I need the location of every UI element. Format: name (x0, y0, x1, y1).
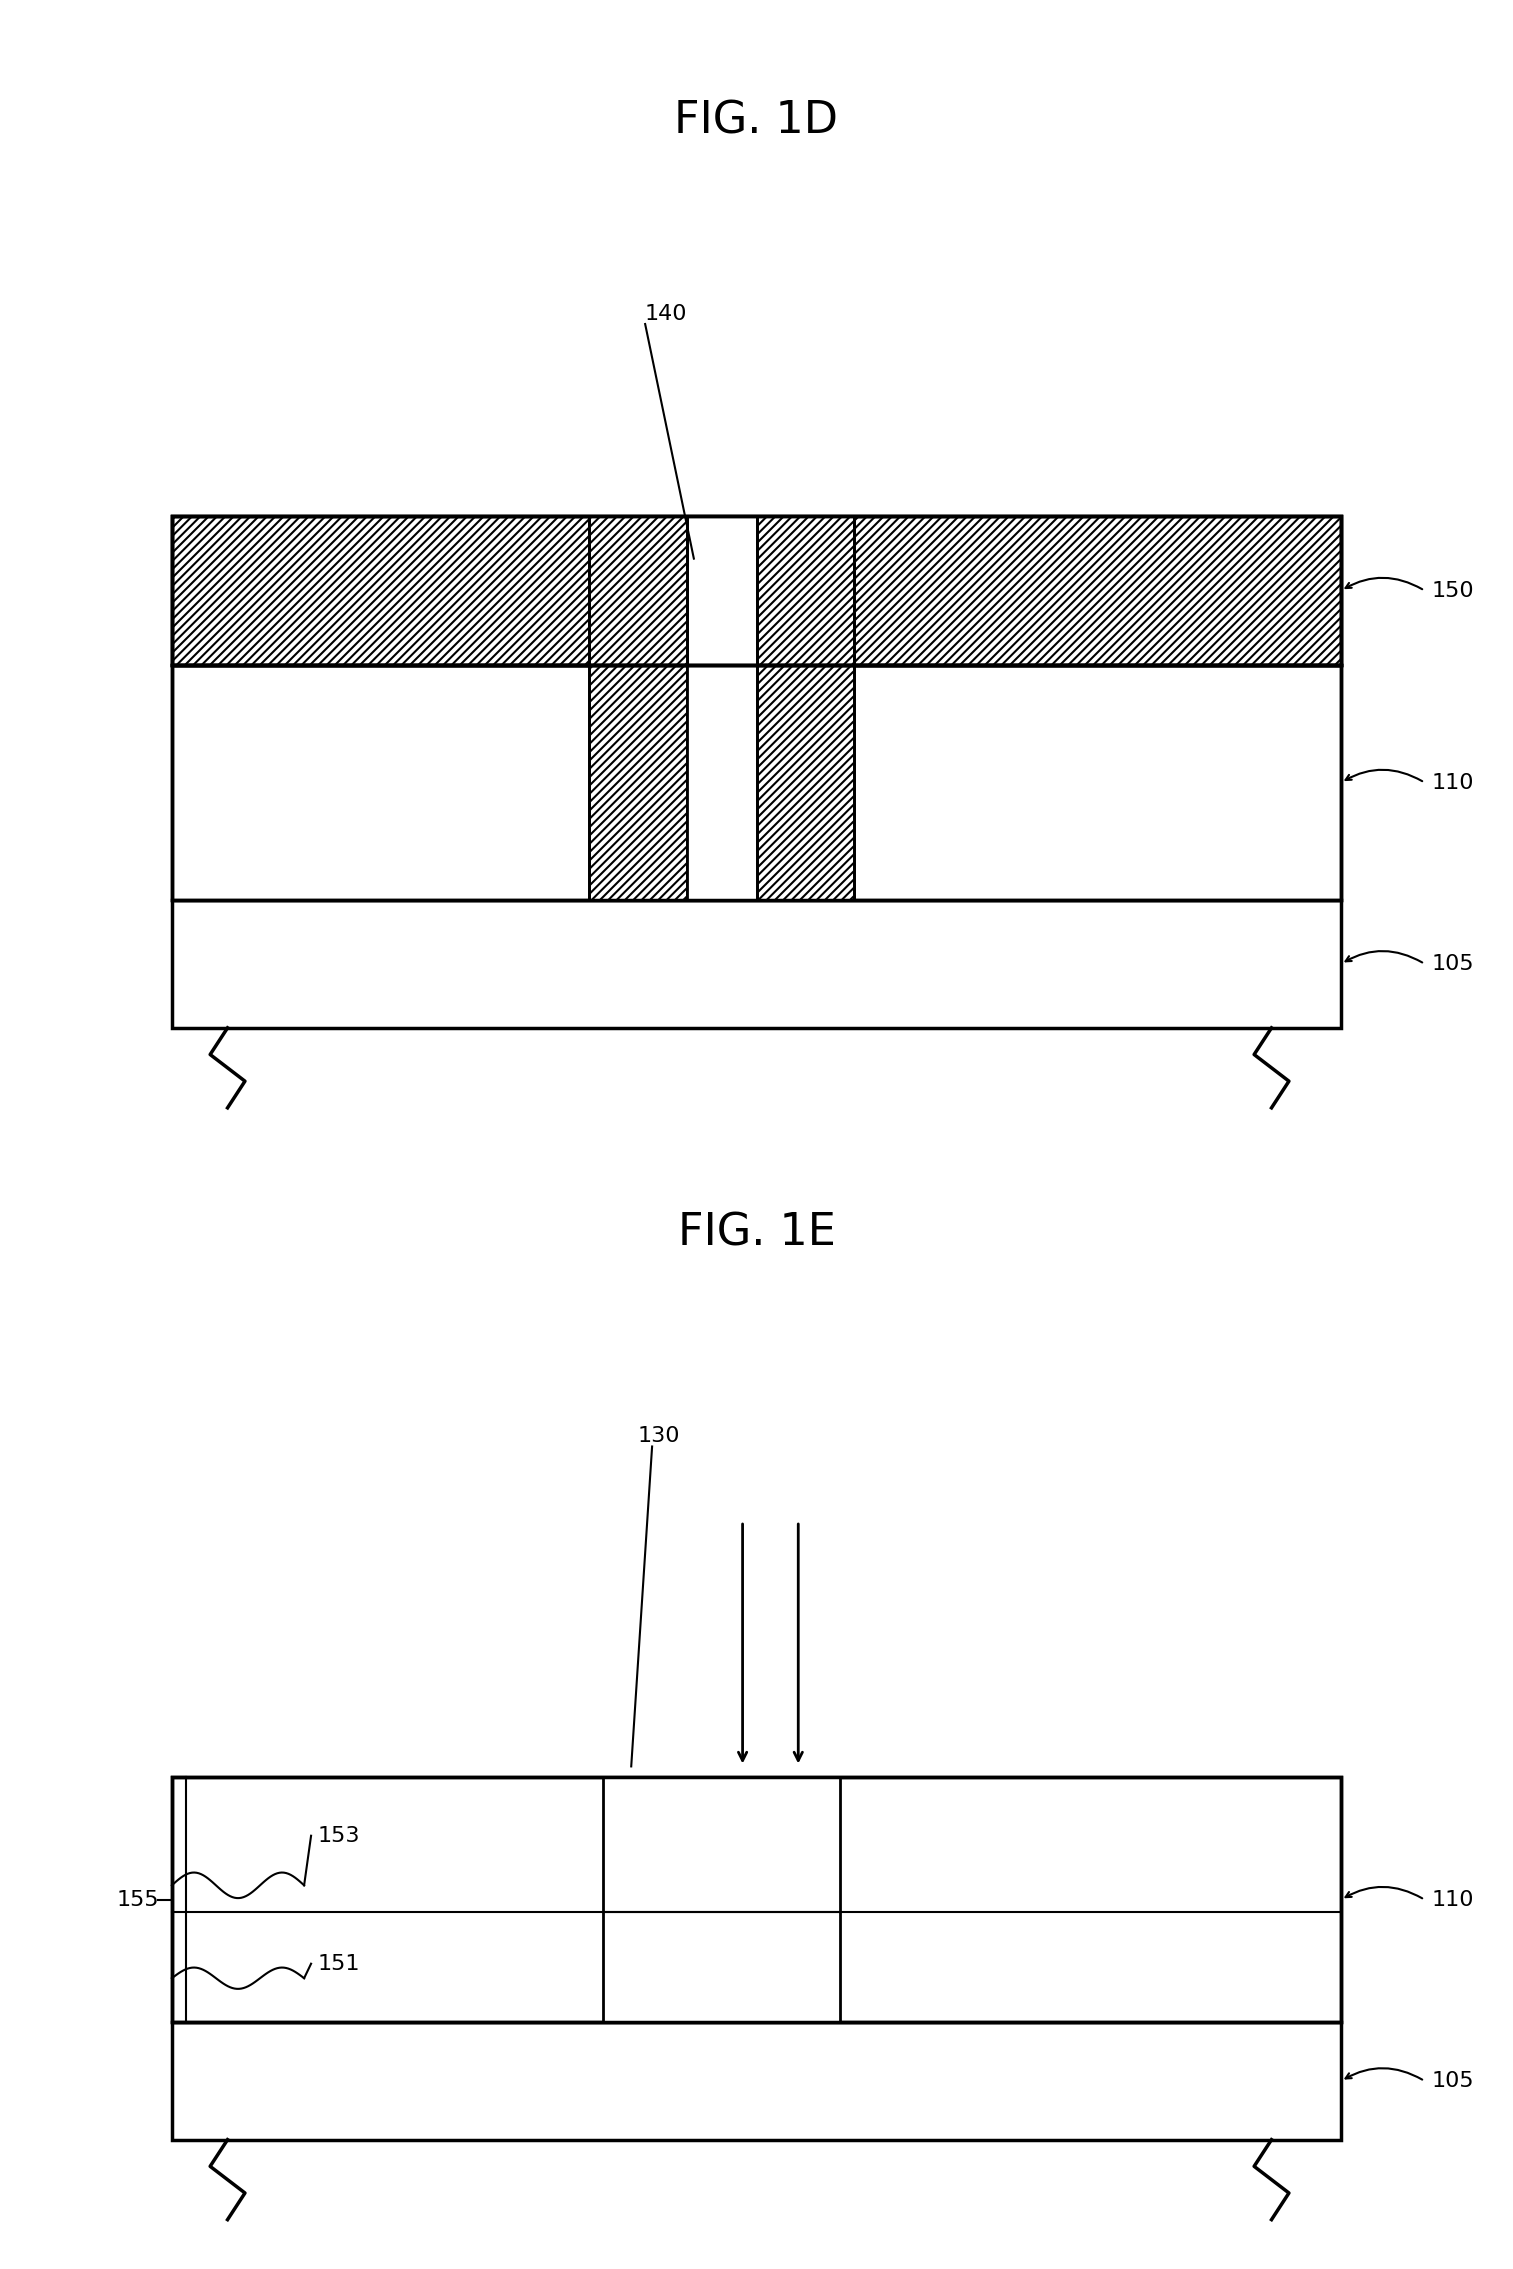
Bar (172, 1777, 1341, 2022)
Bar (604, 1777, 840, 1913)
Text: 153: 153 (318, 1827, 360, 1845)
Bar (172, 1777, 1341, 2022)
Bar (687, 515, 756, 901)
Bar (756, 515, 853, 665)
Bar (756, 665, 853, 901)
Text: 151: 151 (318, 1954, 360, 1974)
Bar (172, 2022, 1341, 2140)
Bar (604, 1777, 840, 2022)
Text: 140: 140 (645, 304, 687, 324)
Bar (172, 901, 1341, 1028)
Bar (604, 1913, 840, 2022)
Bar (172, 515, 1341, 665)
Text: 110: 110 (1431, 1890, 1474, 1910)
Bar (590, 515, 687, 665)
Text: 130: 130 (638, 1427, 681, 1448)
Text: FIG. 1E: FIG. 1E (678, 1212, 835, 1255)
Bar (172, 665, 1341, 901)
Bar (590, 665, 687, 901)
Bar (172, 515, 1341, 665)
Text: 155: 155 (117, 1890, 159, 1910)
Text: 110: 110 (1431, 771, 1474, 792)
Text: 105: 105 (1431, 953, 1474, 973)
Text: FIG. 1D: FIG. 1D (675, 100, 838, 143)
Bar (172, 515, 1341, 665)
Text: 150: 150 (1431, 581, 1474, 601)
Bar (172, 665, 1341, 901)
Text: 105: 105 (1431, 2072, 1474, 2092)
